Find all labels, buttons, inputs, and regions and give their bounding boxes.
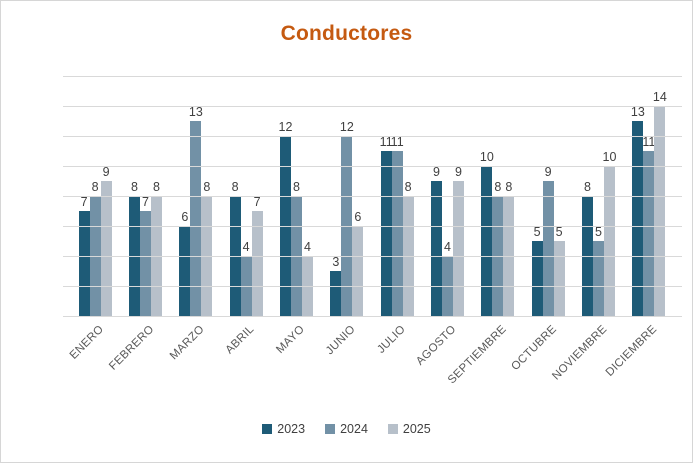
bar-value-label: 8 (584, 179, 591, 194)
bar-value-label: 11 (642, 134, 656, 149)
bar-2023-enero (78, 211, 90, 316)
bar-2024-marzo (190, 121, 202, 316)
x-axis-label-mayo: MAYO (274, 323, 308, 356)
bar-value-label: 5 (595, 224, 602, 239)
bar-value-label: 5 (555, 224, 563, 239)
bar-2023-junio (330, 271, 342, 316)
gridline (63, 256, 682, 257)
legend-swatch-2024 (325, 424, 336, 435)
bar-value-label: 8 (153, 179, 160, 194)
legend-label-2024: 2024 (340, 422, 368, 436)
bar-value-label: 8 (131, 179, 138, 194)
bar-value-label: 9 (102, 164, 110, 179)
gridline (63, 76, 682, 77)
bar-2025-enero (100, 181, 112, 316)
legend-item-2024: 2024 (325, 423, 368, 436)
legend: 2023 2024 2025 (1, 423, 692, 436)
bar-group-diciembre: 13 11 14 (630, 76, 667, 316)
gridline (63, 196, 682, 197)
bar-value-label: 7 (253, 194, 261, 209)
gridline (63, 226, 682, 227)
x-axis-label-abril: ABRIL (223, 323, 257, 357)
bar-2024-noviembre (593, 241, 604, 316)
bar-2024-diciembre (643, 151, 655, 316)
bar-2025-diciembre (654, 106, 666, 316)
bar-value-label: 4 (242, 239, 250, 254)
bar-value-label: 4 (304, 239, 311, 254)
legend-swatch-2025 (387, 424, 398, 435)
bar-value-label: 7 (142, 194, 149, 209)
bar-2025-octubre (553, 241, 565, 316)
bar-2023-julio (380, 151, 392, 316)
bar-value-label: 8 (404, 179, 412, 194)
bar-value-label: 9 (433, 164, 440, 179)
bar-value-label: 6 (181, 209, 189, 224)
x-axis-label-junio: JUNIO (323, 323, 358, 358)
bar-value-label: 8 (91, 179, 99, 194)
bar-group-octubre: 5 9 5 (531, 76, 565, 316)
bar-2024-febrero (140, 211, 151, 316)
legend-item-2025: 2025 (387, 422, 431, 436)
bar-value-label: 8 (203, 179, 211, 194)
bar-2023-agosto (431, 181, 442, 316)
bar-value-label: 9 (455, 164, 462, 179)
bar-2024-julio (391, 151, 403, 316)
x-axis-line (63, 316, 682, 317)
bar-value-label: 13 (630, 104, 645, 119)
legend-label-2023: 2023 (277, 422, 306, 436)
bar-value-label: 11 (379, 134, 393, 149)
bar-2024-octubre (542, 181, 554, 316)
bar-value-label: 8 (494, 179, 502, 194)
x-axis-label-febrero: FEBRERO (106, 323, 157, 373)
bar-value-label: 10 (479, 149, 494, 164)
bar-value-label: 10 (602, 149, 617, 164)
bar-2025-agosto (453, 181, 464, 316)
bar-value-label: 9 (544, 164, 552, 179)
bar-value-label: 12 (278, 119, 293, 134)
legend-label-2025: 2025 (402, 422, 431, 436)
x-axis-label-noviembre: NOVIEMBRE (550, 323, 610, 383)
bar-value-label: 5 (533, 224, 541, 239)
x-axis-label-julio: JULIO (375, 323, 408, 356)
chart-title: Conductores (280, 22, 413, 45)
bar-value-label: 12 (339, 119, 354, 134)
x-axis-label-agosto: AGOSTO (413, 323, 459, 368)
bar-value-label: 13 (188, 104, 203, 119)
bar-value-label: 7 (80, 194, 88, 209)
bar-2023-octubre (531, 241, 543, 316)
x-axis-label-marzo: MARZO (167, 323, 207, 363)
x-axis-label-diciembre: DICIEMBRE (604, 323, 660, 379)
bar-value-label: 4 (444, 239, 451, 254)
gridline (63, 106, 682, 107)
bar-2025-junio (352, 226, 364, 316)
plot-area: 7 8 9 8 7 8 6 13 8 8 4 7 12 8 4 3 12 6 11 11 8 9 4 9 10 8 8 5 9 5 8 5 10… (63, 76, 682, 386)
bar-value-label: 8 (231, 179, 239, 194)
bar-2025-noviembre (604, 166, 615, 316)
legend-swatch-2023 (262, 424, 273, 435)
bar-2025-abril (251, 211, 263, 316)
bar-value-label: 11 (390, 134, 404, 149)
x-axis-label-enero: ENERO (67, 323, 106, 362)
x-axis-label-octubre: OCTUBRE (509, 323, 559, 374)
bar-value-label: 6 (354, 209, 362, 224)
gridline (63, 166, 682, 167)
bar-2023-marzo (179, 226, 191, 316)
gridline (63, 286, 682, 287)
bar-value-label: 3 (332, 254, 340, 269)
bar-value-label: 14 (652, 89, 667, 104)
bar-value-label: 8 (293, 179, 300, 194)
legend-item-2023: 2023 (262, 423, 305, 436)
bar-2023-septiembre (481, 166, 493, 316)
gridline (63, 136, 682, 137)
bar-2023-diciembre (632, 121, 644, 316)
bar-value-label: 8 (505, 179, 513, 194)
